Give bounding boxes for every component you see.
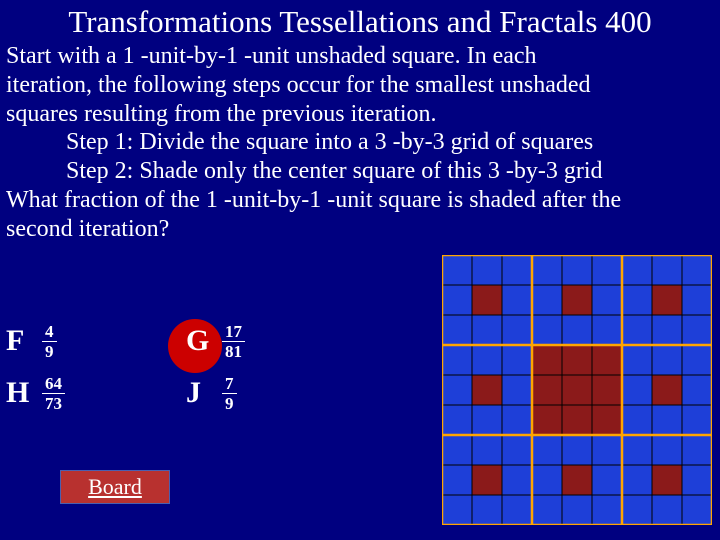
fraction-den: 81 <box>222 342 245 360</box>
fractal-diagram <box>442 255 712 525</box>
fraction-den: 9 <box>42 342 57 360</box>
question-line: squares resulting from the previous iter… <box>6 100 714 129</box>
question-step: Step 1: Divide the square into a 3 -by-3… <box>6 128 714 157</box>
answer-fraction: 17 81 <box>222 323 245 360</box>
answer-fraction: 64 73 <box>42 375 65 412</box>
question-line: Start with a 1 -unit-by-1 -unit unshaded… <box>6 42 714 71</box>
fraction-num: 7 <box>222 375 237 394</box>
answer-H[interactable]: H 64 73 <box>6 375 186 412</box>
fraction-num: 4 <box>42 323 57 342</box>
answer-F[interactable]: F 4 9 <box>6 323 186 360</box>
answer-letter: G <box>186 324 218 358</box>
question-line: What fraction of the 1 -unit-by-1 -unit … <box>6 186 714 215</box>
fraction-num: 17 <box>222 323 245 342</box>
board-button-label: Board <box>88 474 142 500</box>
question-step: Step 2: Shade only the center square of … <box>6 157 714 186</box>
page-title: Transformations Tessellations and Fracta… <box>0 0 720 42</box>
fraction-den: 9 <box>222 394 237 412</box>
question-line: second iteration? <box>6 215 714 244</box>
question-line: iteration, the following steps occur for… <box>6 71 714 100</box>
answer-J[interactable]: J 7 9 <box>186 375 366 412</box>
fraction-num: 64 <box>42 375 65 394</box>
answer-fraction: 7 9 <box>222 375 237 412</box>
answer-G[interactable]: G 17 81 <box>186 323 366 360</box>
answer-letter: J <box>186 376 218 410</box>
answer-letter: H <box>6 376 38 410</box>
board-button[interactable]: Board <box>60 470 170 504</box>
answer-fraction: 4 9 <box>42 323 57 360</box>
fraction-den: 73 <box>42 394 65 412</box>
question-text: Start with a 1 -unit-by-1 -unit unshaded… <box>0 42 720 244</box>
answer-letter: F <box>6 324 38 358</box>
answers-block: F 4 9 G 17 81 H 64 73 J 7 <box>6 315 376 419</box>
